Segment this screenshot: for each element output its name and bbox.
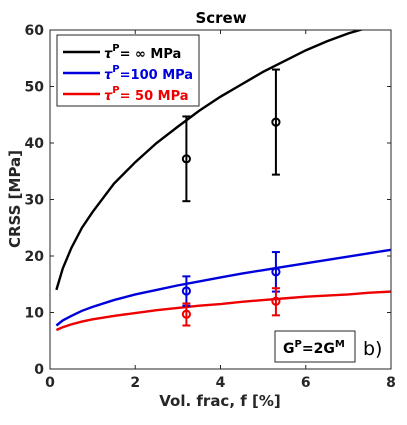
y-axis-label: CRSS [MPa] [6,150,24,248]
y-tick-label: 20 [25,249,45,265]
y-tick-label: 60 [25,23,45,39]
legend-label-1: τP=100 MPa [104,64,193,83]
legend-label-0: τP= ∞ MPa [104,43,181,62]
y-tick-label: 10 [25,306,45,322]
y-tick-label: 30 [25,193,45,209]
series-line-1 [55,248,391,327]
data-point-2-1 [271,296,281,306]
g-ratio-box [274,330,356,363]
x-tick-label: 4 [216,375,226,391]
y-tick-label: 0 [34,362,44,378]
series-curves [55,30,391,332]
g-ratio-annotation: GP=2GM [274,330,356,363]
legend: τP= ∞ MPa τP=100 MPa τP= 50 MPa [56,34,200,107]
x-tick-label: 2 [130,375,140,391]
x-tick-label: 8 [386,375,396,391]
data-point-2-0 [181,309,191,319]
panel-label: b) [363,338,382,360]
series-line-0 [55,30,365,291]
g-ratio-text: GP=2GM [283,339,345,357]
data-point-0-1 [271,117,281,127]
series-line-2 [55,290,391,332]
data-point-1-0 [181,286,191,296]
series-error-bars [181,68,281,327]
y-tick-label: 40 [25,136,45,152]
axis-ticks: 0 2 4 6 8 0 10 20 30 40 50 60 [25,23,396,391]
data-point-1-1 [271,267,281,277]
legend-label-2: τP= 50 MPa [104,85,189,104]
x-axis-label: Vol. frac, f [%] [159,392,281,410]
chart-title: Screw [195,9,246,27]
x-tick-label: 6 [301,375,311,391]
data-point-0-0 [181,154,191,164]
x-tick-label: 0 [45,375,55,391]
y-tick-label: 50 [25,80,45,96]
